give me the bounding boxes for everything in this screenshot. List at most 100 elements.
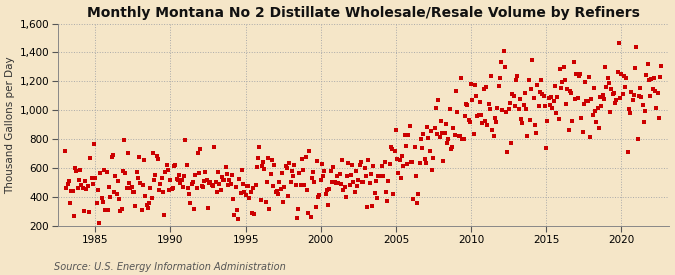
Point [321, 192, 331, 196]
Point [637, 102, 648, 107]
Point [323, 203, 333, 207]
Point [204, 181, 215, 185]
Point [368, 163, 379, 168]
Point [194, 170, 205, 175]
Point [103, 208, 113, 213]
Point [124, 181, 134, 185]
Point [587, 113, 598, 117]
Point [520, 91, 531, 95]
Point [132, 176, 143, 181]
Point [134, 155, 144, 159]
Point [72, 186, 83, 190]
Point [356, 160, 367, 164]
Point [643, 77, 654, 82]
Point [364, 181, 375, 185]
Point [261, 180, 272, 184]
Point [481, 85, 491, 89]
Point [107, 153, 118, 158]
Point [113, 197, 124, 201]
Point [548, 99, 559, 103]
Title: Monthly Montana No 2 Distillate Wholesale/Resale Volume by Refiners: Monthly Montana No 2 Distillate Wholesal… [87, 6, 640, 20]
Point [628, 92, 639, 97]
Point [60, 149, 71, 153]
Point [85, 155, 96, 160]
Point [214, 182, 225, 186]
Point [236, 168, 247, 172]
Point [466, 82, 477, 87]
Point [437, 131, 448, 135]
Point [381, 199, 392, 204]
Point [460, 101, 471, 106]
Point [157, 190, 168, 194]
Point [125, 186, 136, 190]
Point [570, 97, 580, 101]
Point [84, 210, 95, 214]
Point [260, 200, 271, 205]
Point [551, 111, 562, 115]
Point [387, 147, 398, 152]
Point [300, 155, 311, 160]
Point [182, 186, 193, 190]
Point [163, 168, 173, 172]
Point [543, 96, 554, 100]
Point [529, 96, 539, 101]
Point [599, 96, 610, 101]
Point [614, 40, 624, 45]
Point [522, 134, 533, 138]
Point [334, 172, 345, 177]
Point [593, 126, 604, 130]
Point [535, 90, 545, 94]
Point [630, 66, 641, 71]
Point [176, 178, 187, 182]
Point [340, 194, 351, 199]
Point [249, 211, 260, 216]
Point [617, 91, 628, 96]
Point [558, 65, 569, 69]
Point [375, 174, 386, 178]
Point [271, 188, 282, 193]
Point [545, 102, 556, 107]
Point [439, 131, 450, 135]
Point [318, 174, 329, 178]
Point [571, 72, 582, 76]
Point [100, 208, 111, 212]
Point [639, 120, 649, 125]
Point [314, 192, 325, 197]
Point [561, 102, 572, 106]
Point [239, 190, 250, 194]
Point [592, 106, 603, 111]
Point [369, 191, 380, 195]
Point [510, 104, 520, 108]
Point [625, 111, 636, 116]
Point [186, 182, 197, 186]
Point [489, 116, 500, 120]
Point [173, 173, 184, 178]
Point [388, 191, 399, 196]
Point [479, 118, 490, 123]
Point [406, 160, 416, 164]
Point [122, 186, 132, 190]
Point [385, 145, 396, 149]
Point [655, 75, 666, 79]
Point [105, 194, 115, 199]
Point [498, 49, 509, 53]
Point [512, 74, 522, 78]
Point [245, 190, 256, 194]
Point [447, 145, 458, 149]
Point [116, 207, 127, 211]
Point [462, 103, 472, 107]
Point [412, 201, 423, 205]
Point [101, 169, 112, 174]
Point [642, 62, 653, 67]
Point [650, 88, 661, 93]
Point [384, 162, 395, 166]
Point [546, 95, 557, 99]
Point [268, 184, 279, 188]
Point [583, 75, 594, 79]
Point [104, 185, 115, 189]
Point [348, 180, 358, 184]
Point [286, 169, 297, 174]
Point [542, 119, 553, 123]
Point [303, 211, 314, 216]
Point [131, 169, 142, 174]
